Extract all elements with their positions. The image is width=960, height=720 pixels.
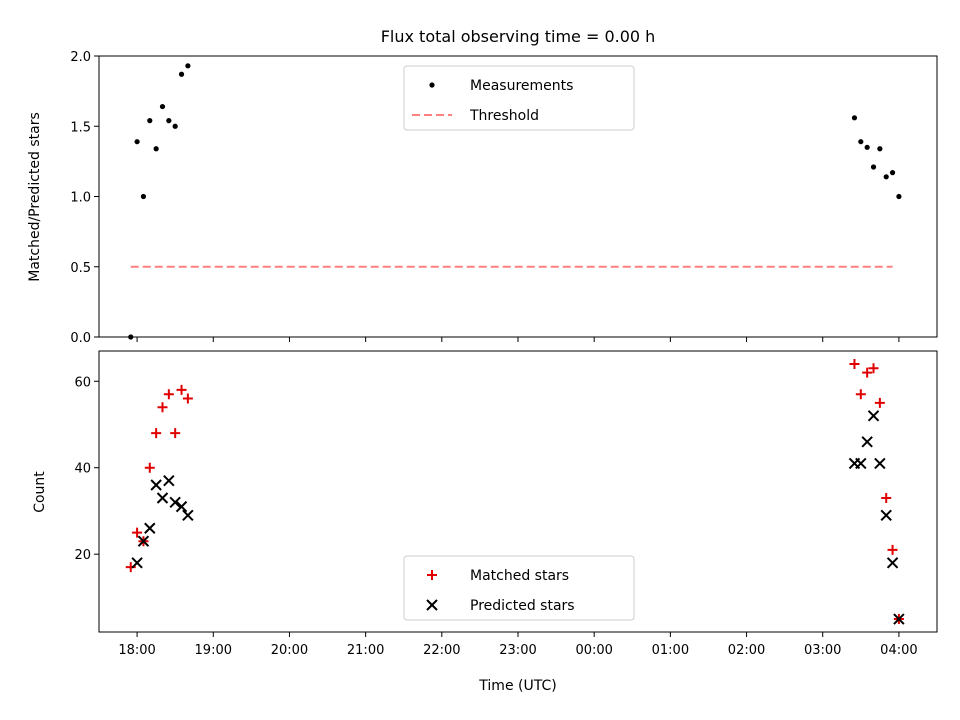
x-tick-label: 04:00 [880, 643, 917, 658]
predicted-star-point [886, 557, 899, 569]
predicted-star-point [182, 509, 194, 521]
top-panel: 0.0 0.5 1.0 1.5 2.0 Measurements Threshold [70, 50, 938, 346]
measurement-point [877, 146, 883, 152]
legend-plus-icon [427, 570, 437, 580]
matched-star-point [144, 462, 155, 473]
y-tick-label: 0.5 [70, 261, 91, 276]
predicted-star-point [137, 535, 150, 547]
legend: Measurements Threshold [403, 65, 635, 131]
measurement-point [896, 193, 902, 200]
predicted-star-point [874, 457, 886, 470]
plot-marks [125, 358, 905, 625]
legend-label: Measurements [470, 78, 573, 94]
x-tick-label: 03:00 [804, 643, 841, 658]
measurement-point [889, 170, 896, 176]
legend-box [403, 65, 635, 131]
legend-label: Predicted stars [470, 598, 575, 614]
measurement-point [140, 193, 147, 200]
measurement-point [851, 115, 858, 121]
predicted-star-point [855, 457, 867, 470]
matched-star-point [868, 363, 879, 374]
measurement-point [178, 71, 185, 77]
x-tick-label: 19:00 [195, 643, 232, 658]
matched-star-point [151, 428, 162, 439]
bottom-y-axis-label: Count [32, 471, 48, 513]
measurement-point [870, 164, 877, 170]
predicted-star-point [150, 479, 162, 491]
measurement-point [153, 146, 159, 152]
predicted-star-point [867, 410, 880, 422]
matched-star-point [874, 397, 885, 408]
matched-star-point [125, 562, 136, 573]
chart-title: Flux total observing time = 0.00 h [381, 27, 656, 46]
y-tick-label: 2.0 [70, 50, 91, 65]
matched-star-point [182, 393, 193, 404]
matched-star-point [157, 402, 168, 413]
x-tick-label: 22:00 [423, 643, 460, 658]
predicted-star-point [156, 492, 169, 504]
measurement-point [864, 144, 870, 150]
y-tick-label: 20 [74, 548, 91, 563]
x-tick-label: 18:00 [118, 643, 155, 658]
top-y-axis-label: Matched/Predicted stars [27, 112, 43, 282]
x-tick-label: 02:00 [728, 643, 765, 658]
matched-star-point [862, 367, 873, 378]
legend-label: Threshold [469, 108, 539, 124]
matched-star-point [170, 428, 181, 439]
y-tick-label: 1.5 [70, 120, 91, 135]
y-tick-label: 40 [74, 462, 91, 477]
measurement-point [166, 118, 172, 124]
predicted-star-point [175, 500, 188, 513]
plot-marks [128, 63, 902, 340]
predicted-star-point [163, 474, 175, 487]
bottom-panel: 18:00 19:00 20:00 21:00 22:00 23:00 00:00 01:00… [74, 350, 938, 658]
measurement-point [172, 123, 178, 129]
measurement-point [147, 118, 153, 124]
measurement-point [134, 139, 140, 145]
predicted-star-point [131, 557, 143, 569]
legend-x-icon [426, 599, 438, 611]
matched-star-point [849, 358, 860, 369]
predicted-star-point [144, 522, 156, 534]
x-axis-label: Time (UTC) [478, 678, 556, 694]
matched-star-point [887, 544, 898, 555]
y-tick-label: 1.0 [70, 191, 91, 206]
legend: Matched stars Predicted stars [403, 555, 635, 621]
matched-star-point [176, 384, 187, 395]
matched-star-point [163, 389, 174, 400]
x-tick-label: 00:00 [575, 643, 612, 658]
matched-star-point [132, 527, 143, 538]
predicted-star-point [169, 496, 181, 509]
x-tick-label: 20:00 [271, 643, 308, 658]
legend-box [403, 555, 635, 621]
measurement-point [185, 63, 191, 69]
legend-label: Matched stars [470, 568, 569, 584]
legend-dot-icon [429, 82, 435, 88]
measurement-point [128, 334, 134, 340]
x-tick-label: 23:00 [499, 643, 536, 658]
measurement-point [883, 174, 889, 180]
y-tick-label: 0.0 [70, 331, 91, 346]
matched-star-point [855, 389, 866, 400]
measurement-point [858, 139, 864, 145]
predicted-star-point [893, 613, 905, 625]
x-tick-label: 01:00 [652, 643, 689, 658]
y-tick-label: 60 [74, 375, 91, 390]
x-tick-label: 21:00 [347, 643, 384, 658]
predicted-star-point [861, 436, 873, 448]
matched-star-point [881, 492, 892, 503]
predicted-star-point [880, 509, 892, 521]
measurement-point [159, 103, 166, 110]
